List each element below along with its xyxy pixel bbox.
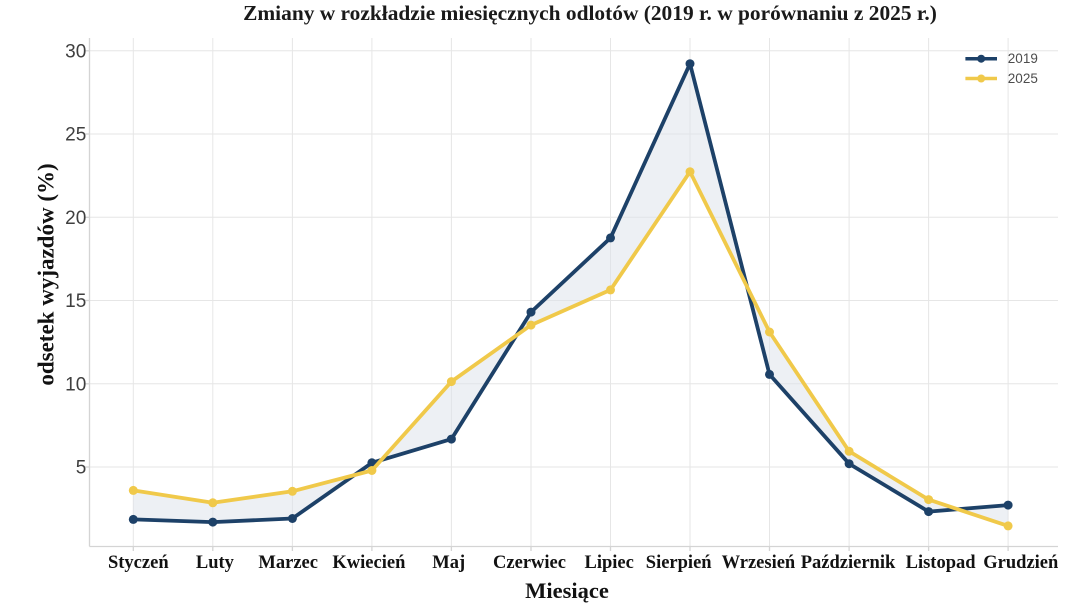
svg-text:10: 10 <box>65 374 86 395</box>
svg-text:15: 15 <box>65 291 86 312</box>
svg-text:odsetek wyjazdów (%): odsetek wyjazdów (%) <box>34 163 59 385</box>
svg-text:Luty: Luty <box>196 553 235 573</box>
svg-text:5: 5 <box>76 458 87 479</box>
svg-text:Listopad: Listopad <box>906 553 977 573</box>
svg-text:Miesiące: Miesiące <box>525 578 609 603</box>
svg-text:Sierpień: Sierpień <box>646 553 712 573</box>
svg-text:Styczeń: Styczeń <box>108 553 169 573</box>
svg-text:2019: 2019 <box>1008 51 1038 66</box>
svg-text:Zmiany w rozkładzie miesięczny: Zmiany w rozkładzie miesięcznych odlotów… <box>243 1 937 25</box>
svg-text:Czerwiec: Czerwiec <box>493 553 566 573</box>
svg-text:Grudzień: Grudzień <box>983 553 1059 573</box>
svg-text:30: 30 <box>65 41 86 62</box>
svg-text:Październik: Październik <box>801 553 896 573</box>
svg-text:Marzec: Marzec <box>258 553 318 573</box>
svg-text:Wrzesień: Wrzesień <box>722 553 796 573</box>
svg-text:Kwiecień: Kwiecień <box>332 553 406 573</box>
svg-text:20: 20 <box>65 208 86 229</box>
svg-text:25: 25 <box>65 125 86 146</box>
svg-text:Maj: Maj <box>432 553 465 573</box>
svg-text:Lipiec: Lipiec <box>585 553 634 573</box>
svg-text:2025: 2025 <box>1008 71 1038 86</box>
